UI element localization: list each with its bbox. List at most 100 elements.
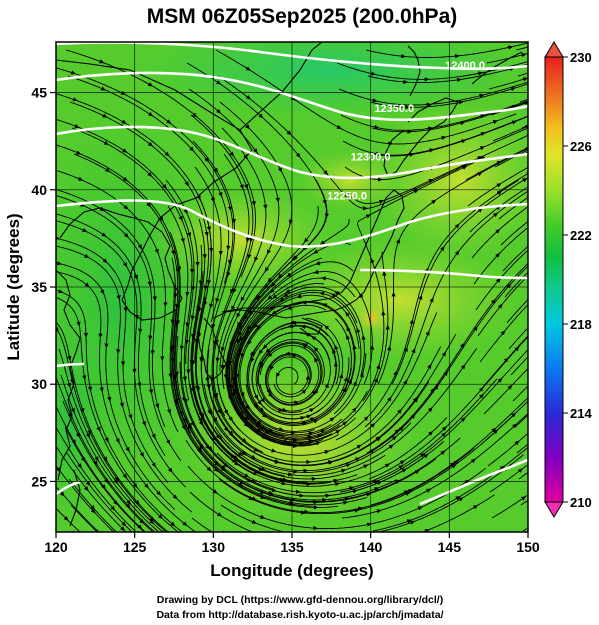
streamline-arrow	[286, 305, 292, 310]
streamline	[56, 271, 197, 532]
streamline-arrow	[218, 191, 223, 198]
streamline-arrow	[296, 294, 302, 299]
lon-tick-label: 135	[280, 539, 304, 555]
streamline-arrow	[455, 496, 461, 501]
streamline-arrow	[181, 424, 186, 431]
streamline-arrow	[240, 415, 245, 421]
streamline-arrow	[227, 206, 232, 212]
streamline-arrow	[276, 372, 281, 378]
streamline-arrow	[146, 202, 151, 208]
streamline-arrow	[84, 282, 90, 288]
streamline-arrow	[423, 453, 429, 459]
streamline-arrow	[209, 303, 214, 309]
streamline	[515, 46, 528, 51]
streamline-arrow	[374, 377, 378, 383]
streamline-arrow	[300, 415, 306, 421]
streamline-arrow	[340, 468, 347, 473]
streamline-arrow	[250, 357, 255, 363]
lat-tick-label: 45	[31, 85, 47, 101]
streamline-arrow	[267, 428, 274, 433]
streamline-arrow	[277, 273, 283, 279]
streamline-arrow	[253, 148, 258, 154]
lon-tick-label: 140	[359, 539, 383, 555]
streamline-arrow	[270, 281, 276, 287]
streamline-arrow	[303, 237, 309, 243]
lon-tick-label: 145	[438, 539, 462, 555]
streamline	[227, 218, 350, 445]
streamline	[64, 426, 145, 532]
streamline-arrow	[125, 503, 131, 509]
streamline-arrow	[178, 410, 183, 416]
streamline-arrow	[473, 325, 478, 332]
streamline-arrow	[441, 426, 447, 432]
streamline-arrow	[356, 444, 362, 449]
streamline	[245, 301, 355, 426]
streamline-arrow	[76, 321, 81, 327]
streamline-arrow	[105, 167, 111, 173]
lat-tick-label: 30	[31, 376, 47, 392]
streamline-arrow	[215, 433, 221, 440]
streamline-arrow	[491, 427, 497, 433]
streamline-arrow	[315, 261, 321, 266]
streamline-arrow	[477, 171, 483, 177]
streamline	[481, 335, 528, 389]
streamline-arrow	[511, 120, 517, 125]
streamline-arrow	[354, 508, 360, 513]
streamline	[192, 140, 243, 446]
streamline-arrow	[253, 447, 259, 452]
streamline-arrow	[166, 408, 172, 415]
streamline-arrow	[87, 386, 93, 392]
streamline-arrow	[539, 197, 541, 199]
streamline-arrow	[83, 486, 89, 492]
streamline	[69, 101, 209, 364]
streamline-arrow	[408, 489, 414, 494]
streamline-arrow	[249, 237, 254, 243]
streamline	[488, 77, 528, 90]
streamline-arrow	[522, 177, 528, 183]
streamline-arrow	[428, 431, 434, 436]
streamline-arrow	[374, 124, 380, 130]
streamline-arrow	[242, 451, 248, 456]
streamline-arrow	[223, 462, 229, 468]
streamline-arrow	[269, 288, 275, 294]
streamline-arrow	[539, 183, 542, 185]
streamline-arrow	[532, 392, 534, 394]
streamline-arrow	[251, 200, 256, 207]
streamline-arrow	[479, 146, 486, 151]
streamline-arrow	[211, 435, 217, 442]
streamline	[229, 261, 354, 443]
streamline-arrow	[295, 152, 301, 158]
lat-tick-label: 40	[31, 182, 47, 198]
streamline-arrow	[496, 190, 503, 196]
streamline-arrow	[229, 342, 234, 349]
streamline	[502, 245, 528, 272]
streamline-arrow	[460, 364, 466, 370]
streamline-arrow	[82, 228, 88, 233]
streamline	[259, 345, 320, 404]
streamline-arrow	[427, 407, 433, 413]
streamline-arrow	[393, 370, 398, 376]
streamline-arrow	[119, 402, 124, 408]
streamline	[56, 376, 156, 532]
streamline-arrow	[254, 295, 260, 301]
streamline-arrow	[226, 271, 231, 278]
streamline-arrow	[335, 429, 341, 435]
streamline-arrow	[238, 331, 243, 337]
streamline-arrow	[216, 108, 222, 114]
streamline-arrow	[77, 463, 82, 469]
streamline	[483, 367, 528, 415]
streamline-arrow	[255, 546, 258, 547]
streamline-arrow	[332, 348, 337, 354]
streamline-arrow	[254, 256, 259, 262]
streamline-arrow	[85, 432, 90, 439]
streamline-arrow	[183, 417, 188, 424]
streamline-arrow	[121, 521, 127, 527]
streamline	[217, 312, 438, 456]
streamline-arrow	[412, 396, 418, 403]
streamline	[56, 296, 179, 532]
streamline-arrow	[228, 395, 233, 402]
streamline	[372, 446, 528, 532]
streamline-arrow	[49, 392, 50, 395]
streamline-arrow	[459, 342, 465, 349]
streamline-arrow	[115, 438, 120, 444]
